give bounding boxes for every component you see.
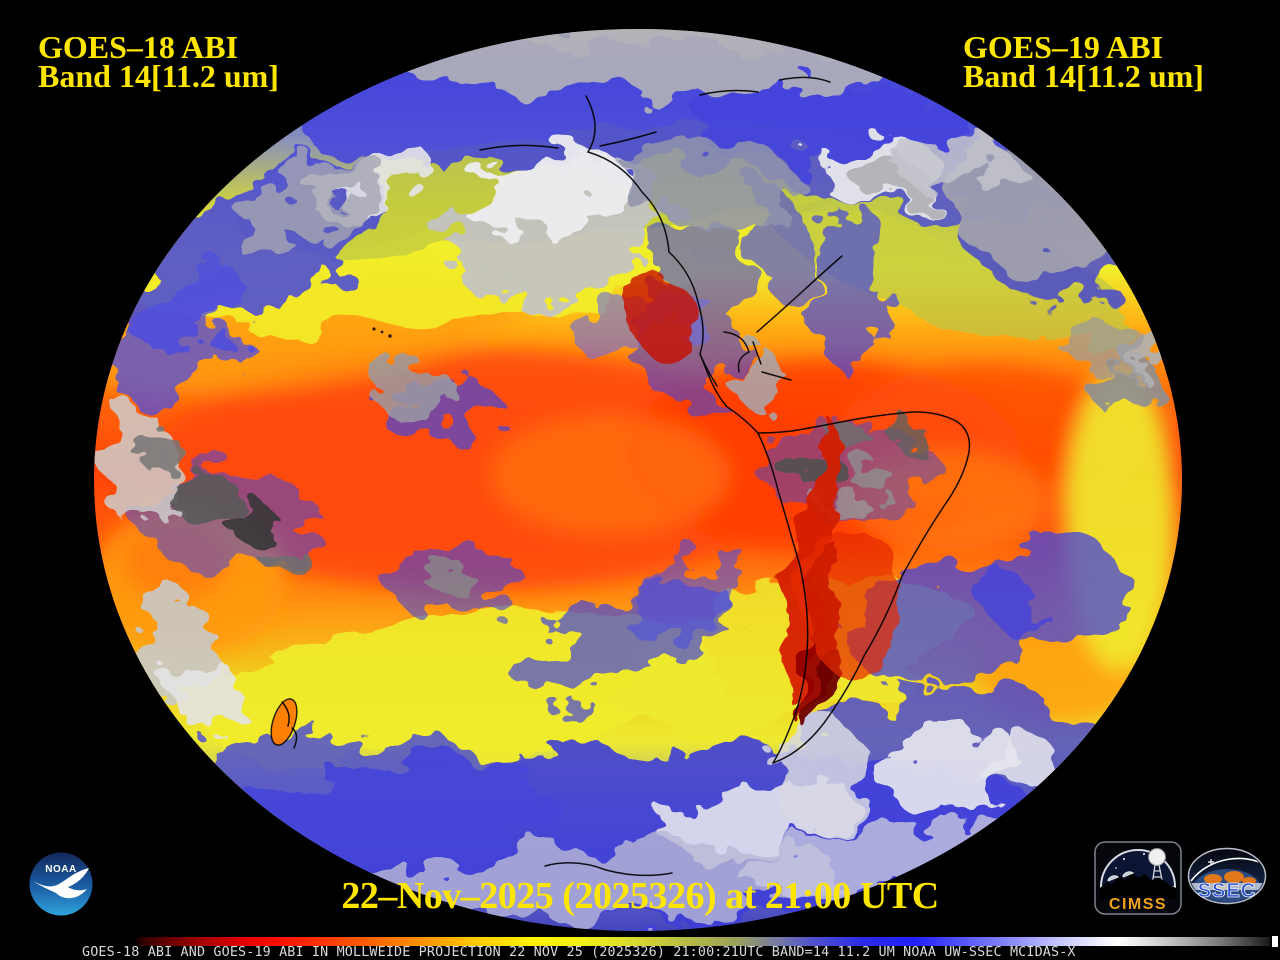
ssec-star-icon: [1208, 859, 1214, 865]
noaa-logo-text: NOAA: [45, 864, 76, 875]
goes18-title: GOES–18 ABI: [38, 29, 239, 65]
cimss-dish-icons: [1107, 871, 1135, 882]
cimss-silhouette: [1100, 872, 1176, 899]
goes19-label: GOES–19 ABI Band 14[11.2 um]: [963, 29, 1204, 94]
cimss-stars: [1115, 853, 1145, 869]
noaa-seagull-icon: [33, 868, 89, 899]
cimss-logo-text: CIMSS: [1109, 896, 1167, 913]
goes18-band: Band 14[11.2 um]: [38, 58, 279, 94]
temperature-colorbar: [0, 937, 1270, 946]
cimss-water-tower: [1148, 848, 1166, 886]
ssec-logo: SSEC: [1187, 847, 1267, 905]
ssec-logo-text: SSEC: [1198, 880, 1256, 902]
timestamp-label: 22–Nov–2025 (2025326) at 21:00 UTC: [341, 875, 939, 917]
goes19-band: Band 14[11.2 um]: [963, 58, 1204, 94]
cimss-logo: CIMSS: [1094, 841, 1182, 915]
noaa-logo: NOAA: [29, 852, 93, 916]
goes18-label: GOES–18 ABI Band 14[11.2 um]: [38, 29, 279, 94]
status-text: GOES-18 ABI AND GOES-19 ABI IN MOLLWEIDE…: [82, 945, 1076, 960]
colorbar-endcap: [1272, 936, 1278, 947]
goes19-title: GOES–19 ABI: [963, 29, 1164, 65]
